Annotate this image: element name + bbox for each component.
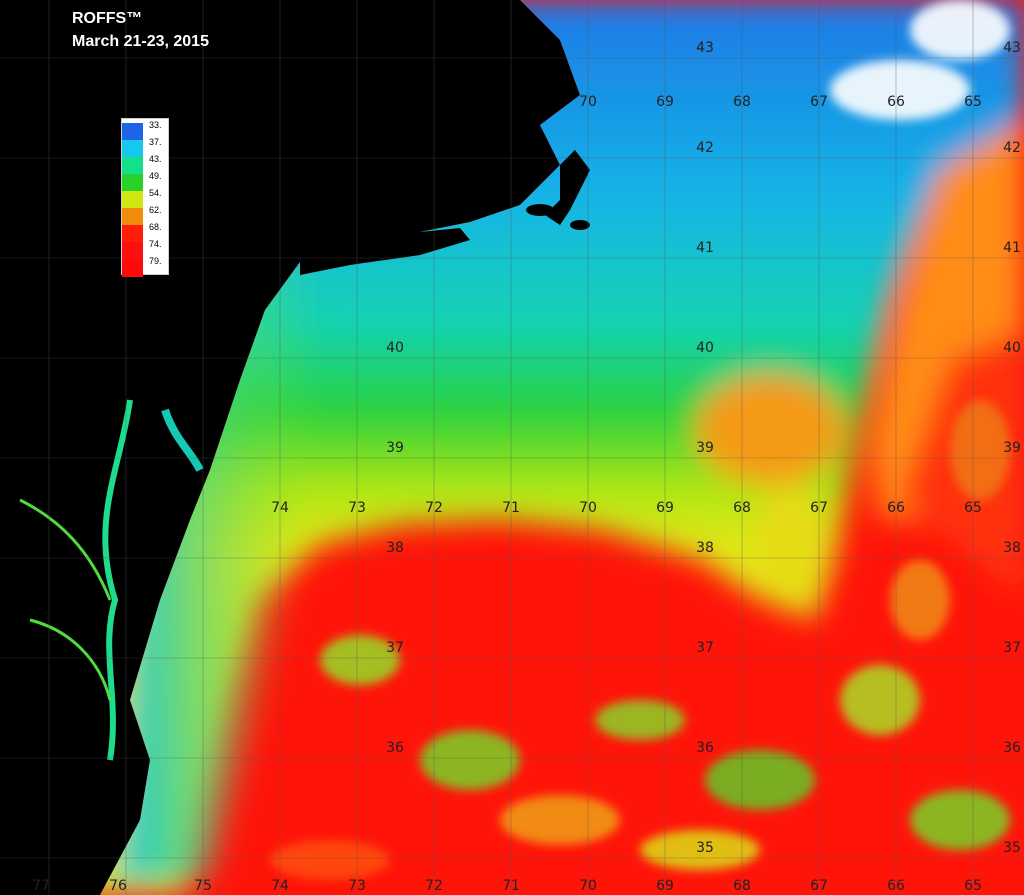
legend-swatch xyxy=(122,208,143,226)
grid-label: 67 xyxy=(810,94,828,110)
grid-label: 38 xyxy=(696,540,714,556)
grid-label: 38 xyxy=(1003,540,1021,556)
grid-label: 36 xyxy=(696,740,714,756)
legend-value: 49. xyxy=(149,171,162,181)
grid-label: 76 xyxy=(109,878,127,894)
tidal-rivers xyxy=(19,498,112,701)
grid-label: 69 xyxy=(656,878,674,894)
legend-value: 68. xyxy=(149,222,162,232)
date-range: March 21-23, 2015 xyxy=(72,33,209,50)
grid-label: 70 xyxy=(579,94,597,110)
legend-swatch xyxy=(122,259,143,277)
grid-label: 68 xyxy=(733,878,751,894)
legend-value: 37. xyxy=(149,137,162,147)
legend-swatch xyxy=(122,242,143,260)
marthas-vineyard xyxy=(526,204,554,216)
grid-label: 69 xyxy=(656,94,674,110)
nantucket xyxy=(570,220,590,230)
legend-swatch xyxy=(122,191,143,209)
grid-label: 75 xyxy=(194,878,212,894)
grid-label: 66 xyxy=(887,500,905,516)
grid-label: 40 xyxy=(1003,340,1021,356)
grid-label: 72 xyxy=(425,500,443,516)
grid-label: 37 xyxy=(1003,640,1021,656)
legend-value: 62. xyxy=(149,205,162,215)
grid-label: 40 xyxy=(386,340,404,356)
grid-label: 67 xyxy=(810,500,828,516)
legend-swatch xyxy=(122,225,143,243)
grid-label: 74 xyxy=(271,878,289,894)
grid-label: 42 xyxy=(1003,140,1021,156)
grid-label: 66 xyxy=(887,878,905,894)
grid-label: 40 xyxy=(696,340,714,356)
cape-cod xyxy=(545,150,590,225)
grid-label: 43 xyxy=(1003,40,1021,56)
legend-swatch xyxy=(122,174,143,192)
grid-label: 35 xyxy=(1003,840,1021,856)
grid-label: 72 xyxy=(425,878,443,894)
grid-label: 77 xyxy=(32,878,50,894)
legend-value: 79. xyxy=(149,256,162,266)
grid-label: 71 xyxy=(502,500,520,516)
temperature-legend: 33. 37. 43. 49. 54. 62. 68. 74. 79. xyxy=(121,118,169,277)
grid-label: 39 xyxy=(386,440,404,456)
legend-swatch xyxy=(122,157,143,175)
grid-label: 41 xyxy=(696,240,714,256)
long-island xyxy=(300,228,470,275)
grid-label: 39 xyxy=(696,440,714,456)
legend-swatch xyxy=(122,123,143,141)
grid-label: 37 xyxy=(696,640,714,656)
grid-label: 36 xyxy=(1003,740,1021,756)
legend-value: 54. xyxy=(149,188,162,198)
grid-label: 37 xyxy=(386,640,404,656)
delaware-bay xyxy=(161,408,204,472)
grid-label: 38 xyxy=(386,540,404,556)
grid-label: 66 xyxy=(887,94,905,110)
grid-label: 69 xyxy=(656,500,674,516)
grid-label: 42 xyxy=(696,140,714,156)
grid-label: 39 xyxy=(1003,440,1021,456)
legend-value: 43. xyxy=(149,154,162,164)
grid-label: 67 xyxy=(810,878,828,894)
grid-label: 65 xyxy=(964,94,982,110)
grid-label: 36 xyxy=(386,740,404,756)
grid-label: 74 xyxy=(271,500,289,516)
brand-title: ROFFS™ xyxy=(72,10,143,27)
legend-value: 74. xyxy=(149,239,162,249)
grid-label: 68 xyxy=(733,500,751,516)
grid-label: 70 xyxy=(579,500,597,516)
grid-label: 65 xyxy=(964,500,982,516)
grid-label: 43 xyxy=(696,40,714,56)
grid-label: 71 xyxy=(502,878,520,894)
grid-label: 70 xyxy=(579,878,597,894)
grid-label: 35 xyxy=(696,840,714,856)
chesapeake-bay xyxy=(102,399,133,761)
legend-value: 33. xyxy=(149,120,162,130)
grid-label: 73 xyxy=(348,500,366,516)
grid-label: 73 xyxy=(348,878,366,894)
legend-swatch xyxy=(122,140,143,158)
grid-label: 41 xyxy=(1003,240,1021,256)
grid-label: 65 xyxy=(964,878,982,894)
grid-label: 68 xyxy=(733,94,751,110)
